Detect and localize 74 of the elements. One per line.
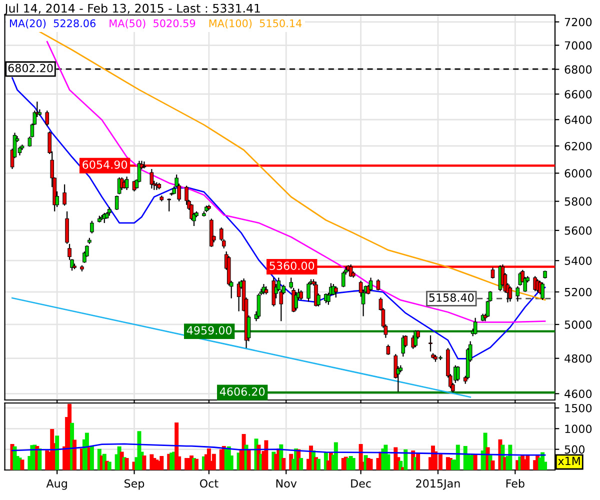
y-tick-label: 6800 — [564, 65, 592, 74]
bar — [55, 436, 60, 470]
bar — [351, 458, 356, 470]
y-tick-label: 4800 — [564, 354, 592, 363]
candlestick — [65, 210, 69, 244]
candlestick — [45, 110, 50, 127]
ref-line-label: 4959.00 — [186, 326, 232, 335]
y-tick-label: 6000 — [564, 169, 592, 178]
candlestick — [114, 195, 119, 210]
y-tick-label: 5200 — [564, 288, 592, 296]
y-tick-label: 500 — [564, 445, 584, 454]
candlestick — [150, 168, 154, 190]
text: MA(50) 5020.59 — [110, 19, 196, 28]
bar — [316, 458, 320, 470]
ref-line-label: 6054.90 — [82, 160, 128, 169]
candlestick — [256, 292, 261, 320]
line-series — [12, 77, 546, 360]
bar — [72, 440, 76, 470]
bar — [508, 444, 512, 470]
bar — [124, 458, 129, 470]
y-tick-label: 6200 — [564, 142, 592, 150]
bar — [194, 458, 198, 470]
x-tick-label: Nov — [276, 479, 297, 488]
y-tick-label: 7000 — [564, 41, 592, 50]
bar — [38, 448, 42, 470]
bar — [456, 444, 460, 470]
x-tick-label: Aug — [46, 479, 67, 490]
candlestick — [376, 278, 380, 291]
y-tick-label: 4600 — [564, 390, 592, 398]
text: MA(20) 5228.06 — [10, 19, 96, 28]
candlestick — [334, 286, 338, 298]
candlestick — [456, 366, 460, 382]
ref-line-label: 5360.00 — [270, 262, 314, 270]
ref-line-label: 6802.20 — [8, 64, 53, 72]
y-tick-label: 1500 — [565, 404, 592, 412]
candlestick — [516, 286, 520, 302]
y-tick-label: 7200 — [564, 18, 592, 26]
candlestick — [62, 184, 66, 206]
y-tick-label: 6600 — [564, 90, 592, 98]
x-tick-label: Feb — [506, 479, 524, 488]
y-tick-label: 5600 — [564, 226, 592, 235]
bar — [20, 460, 24, 470]
x-tick-label: Oct — [200, 479, 218, 488]
y-tick-label: 1000 — [565, 424, 592, 434]
candlestick — [341, 270, 346, 288]
bar — [368, 458, 373, 470]
y-tick-label: 6400 — [564, 116, 592, 124]
candlestick — [90, 220, 94, 234]
y-tick-label: 5800 — [564, 197, 592, 206]
bar — [473, 454, 478, 470]
bar — [490, 460, 495, 470]
text: MA(100) 5150.14 — [209, 19, 302, 28]
bar — [282, 458, 286, 470]
bar — [246, 450, 251, 470]
text: x1M — [558, 456, 580, 466]
bar — [142, 456, 146, 470]
x-tick-label: 2015Jan — [416, 479, 460, 490]
bar — [334, 442, 338, 470]
bar — [107, 462, 112, 470]
candlestick — [508, 286, 512, 302]
bar — [264, 440, 268, 470]
candlestick — [490, 266, 495, 280]
y-tick-label: 5000 — [564, 320, 592, 329]
x-tick-label: Dec — [351, 479, 371, 488]
candlestick — [386, 344, 390, 356]
ref-line-label: 5158.40 — [429, 293, 474, 302]
line-series — [12, 443, 546, 456]
bar — [299, 458, 304, 470]
chart-title: Jul 14, 2014 - Feb 13, 2015 - Last : 5331.41 — [4, 4, 260, 15]
candlestick — [428, 334, 432, 352]
y-tick-label: 5400 — [564, 256, 592, 265]
x-tick-label: Sep — [124, 479, 144, 490]
candlestick — [368, 277, 373, 292]
ref-line-label: 4606.20 — [220, 387, 265, 396]
